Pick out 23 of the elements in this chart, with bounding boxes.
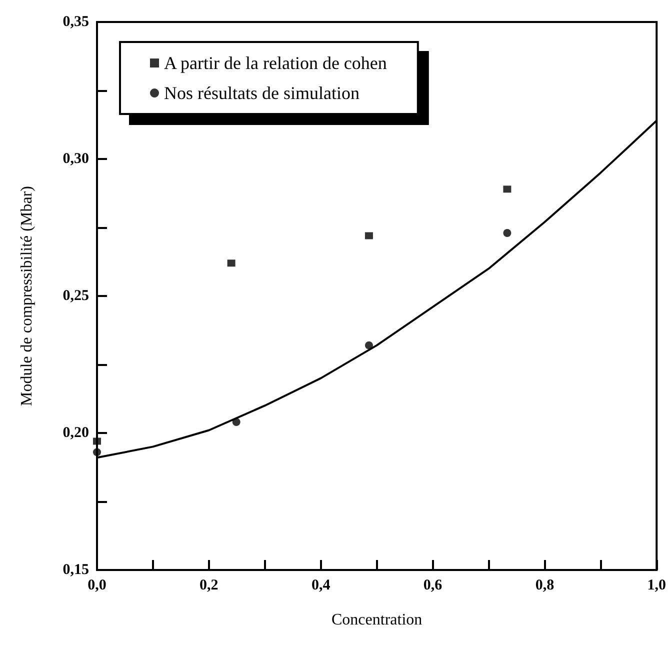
legend-label: Nos résultats de simulation <box>164 83 360 103</box>
x-tick-label: 0,6 <box>423 578 443 594</box>
x-tick-label: 0,4 <box>311 578 331 594</box>
x-tick-label: 0,8 <box>535 578 554 594</box>
legend-label: A partir de la relation de cohen <box>164 53 387 73</box>
point <box>93 448 101 456</box>
y-tick-label: 0,35 <box>62 14 89 30</box>
point <box>503 186 512 193</box>
point <box>503 228 512 237</box>
y-tick-label: 0,20 <box>62 425 89 441</box>
point <box>364 232 373 240</box>
y-tick-label: 0,15 <box>62 562 89 578</box>
y-axis-title: Module de compressibilité (Mbar) <box>18 186 36 406</box>
x-tick-label: 0,0 <box>88 578 106 594</box>
point <box>364 341 373 350</box>
x-axis-title: Concentration <box>331 612 422 628</box>
y-tick-label: 0,25 <box>62 288 89 304</box>
point <box>232 418 240 426</box>
point <box>227 260 236 267</box>
x-tick-label: 1,0 <box>647 578 666 594</box>
x-tick-label: 0,2 <box>200 578 218 594</box>
point <box>93 438 101 445</box>
y-tick-label: 0,30 <box>62 151 89 167</box>
